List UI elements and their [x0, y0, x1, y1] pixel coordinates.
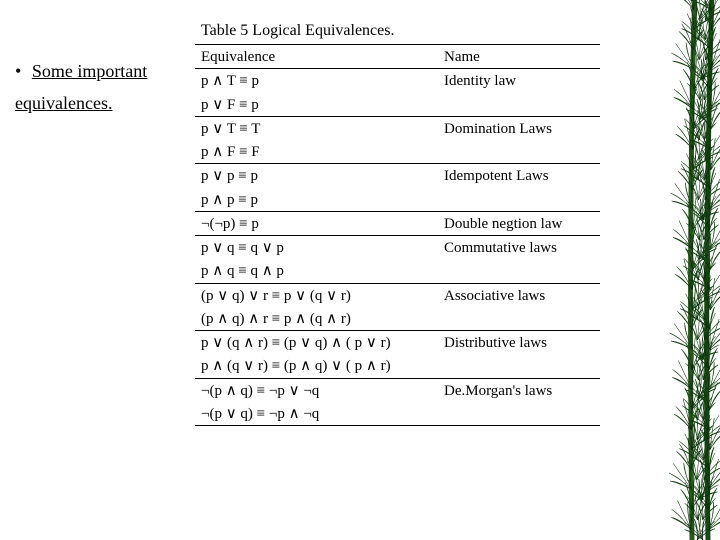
cell-law-name: Commutative laws: [438, 236, 600, 260]
table-row: ¬(p ∨ q) ≡ ¬p ∧ ¬q: [195, 402, 600, 426]
cell-equivalence: p ∧ F ≡ F: [195, 140, 438, 164]
table-row: p ∧ p ≡ p: [195, 188, 600, 212]
cell-equivalence: p ∨ q ≡ q ∨ p: [195, 236, 438, 260]
cell-law-name: Identity law: [438, 69, 600, 93]
table-row: ¬(p ∧ q) ≡ ¬p ∨ ¬qDe.Morgan's laws: [195, 378, 600, 402]
cell-law-name: [438, 140, 600, 164]
equivalence-table-wrap: Table 5 Logical Equivalences. Equivalenc…: [195, 22, 600, 426]
cell-law-name: [438, 402, 600, 426]
cell-law-name: [438, 93, 600, 117]
table-row: p ∨ q ≡ q ∨ pCommutative laws: [195, 236, 600, 260]
table-row: p ∨ (q ∧ r) ≡ (p ∨ q) ∧ ( p ∨ r)Distribu…: [195, 331, 600, 355]
cell-equivalence: p ∨ (q ∧ r) ≡ (p ∨ q) ∧ ( p ∨ r): [195, 331, 438, 355]
cell-law-name: De.Morgan's laws: [438, 378, 600, 402]
leaf-decoration: [600, 0, 720, 540]
cell-law-name: Distributive laws: [438, 331, 600, 355]
table-row: p ∧ q ≡ q ∧ p: [195, 259, 600, 283]
cell-equivalence: p ∨ F ≡ p: [195, 93, 438, 117]
cell-equivalence: ¬(p ∧ q) ≡ ¬p ∨ ¬q: [195, 378, 438, 402]
side-note: • Some important equivalences.: [15, 55, 190, 120]
cell-law-name: Idempotent Laws: [438, 164, 600, 188]
col-header-name: Name: [438, 45, 600, 69]
side-line-2: equivalences.: [15, 93, 112, 113]
table-row: p ∧ T ≡ pIdentity law: [195, 69, 600, 93]
cell-law-name: Domination Laws: [438, 116, 600, 140]
side-line-1: Some important: [32, 61, 148, 81]
table-row: p ∨ p ≡ pIdempotent Laws: [195, 164, 600, 188]
cell-equivalence: ¬(p ∨ q) ≡ ¬p ∧ ¬q: [195, 402, 438, 426]
equivalence-table: Equivalence Name p ∧ T ≡ pIdentity lawp …: [195, 44, 600, 426]
table-row: p ∨ F ≡ p: [195, 93, 600, 117]
table-row: p ∧ F ≡ F: [195, 140, 600, 164]
cell-equivalence: p ∨ p ≡ p: [195, 164, 438, 188]
cell-equivalence: (p ∨ q) ∨ r ≡ p ∨ (q ∨ r): [195, 283, 438, 307]
cell-law-name: [438, 259, 600, 283]
table-row: (p ∨ q) ∨ r ≡ p ∨ (q ∨ r)Associative law…: [195, 283, 600, 307]
table-row: p ∨ T ≡ TDomination Laws: [195, 116, 600, 140]
col-header-equivalence: Equivalence: [195, 45, 438, 69]
cell-equivalence: p ∧ T ≡ p: [195, 69, 438, 93]
cell-equivalence: p ∧ (q ∨ r) ≡ (p ∧ q) ∨ ( p ∧ r): [195, 354, 438, 378]
cell-law-name: [438, 307, 600, 331]
cell-equivalence: ¬(¬p) ≡ p: [195, 211, 438, 235]
table-row: p ∧ (q ∨ r) ≡ (p ∧ q) ∨ ( p ∧ r): [195, 354, 600, 378]
bullet-icon: •: [15, 61, 21, 81]
cell-equivalence: p ∧ q ≡ q ∧ p: [195, 259, 438, 283]
table-row: (p ∧ q) ∧ r ≡ p ∧ (q ∧ r): [195, 307, 600, 331]
cell-law-name: [438, 188, 600, 212]
cell-equivalence: p ∧ p ≡ p: [195, 188, 438, 212]
table-row: ¬(¬p) ≡ pDouble negtion law: [195, 211, 600, 235]
cell-law-name: Associative laws: [438, 283, 600, 307]
cell-law-name: [438, 354, 600, 378]
cell-equivalence: (p ∧ q) ∧ r ≡ p ∧ (q ∧ r): [195, 307, 438, 331]
cell-equivalence: p ∨ T ≡ T: [195, 116, 438, 140]
table-title: Table 5 Logical Equivalences.: [195, 22, 600, 40]
cell-law-name: Double negtion law: [438, 211, 600, 235]
